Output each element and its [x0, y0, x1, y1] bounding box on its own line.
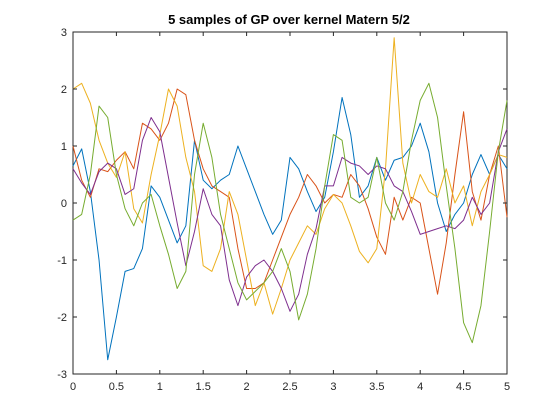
series-line-1	[72, 97, 508, 361]
x-tick-label: 4.5	[456, 381, 471, 393]
x-tick-label: 0.5	[109, 381, 124, 393]
y-axis: -3 -2 -1 0 1 2 3	[57, 27, 507, 381]
y-tick-label: 2	[61, 84, 67, 96]
plot-area	[72, 31, 508, 375]
x-tick-label: 3.5	[369, 381, 384, 393]
y-tick-label: 3	[61, 27, 67, 39]
y-tick-label: 1	[61, 141, 67, 153]
series-line-3	[72, 37, 508, 315]
x-tick-label: 4	[417, 381, 423, 393]
series-line-2	[72, 88, 508, 295]
series-line-5	[72, 82, 508, 344]
x-tick-label: 3	[330, 381, 336, 393]
series-layer	[72, 37, 508, 361]
x-tick-label: 1	[157, 381, 163, 393]
y-tick-label: 0	[61, 198, 67, 210]
x-tick-label: 5	[504, 381, 510, 393]
y-tick-label: -1	[57, 255, 67, 267]
axes-box	[72, 31, 508, 375]
chart-title: 5 samples of GP over kernel Matern 5/2	[168, 12, 410, 27]
x-tick-label: 2	[244, 381, 250, 393]
x-tick-label: 2.5	[282, 381, 297, 393]
x-tick-label: 0	[70, 381, 76, 393]
y-tick-label: -2	[57, 312, 67, 324]
y-tick-label: -3	[57, 369, 67, 381]
x-axis: 0 0.5 1 1.5 2 2.5 3 3.5 4 4.5 5	[70, 32, 510, 393]
series-line-4	[72, 117, 508, 312]
x-tick-label: 1.5	[196, 381, 211, 393]
